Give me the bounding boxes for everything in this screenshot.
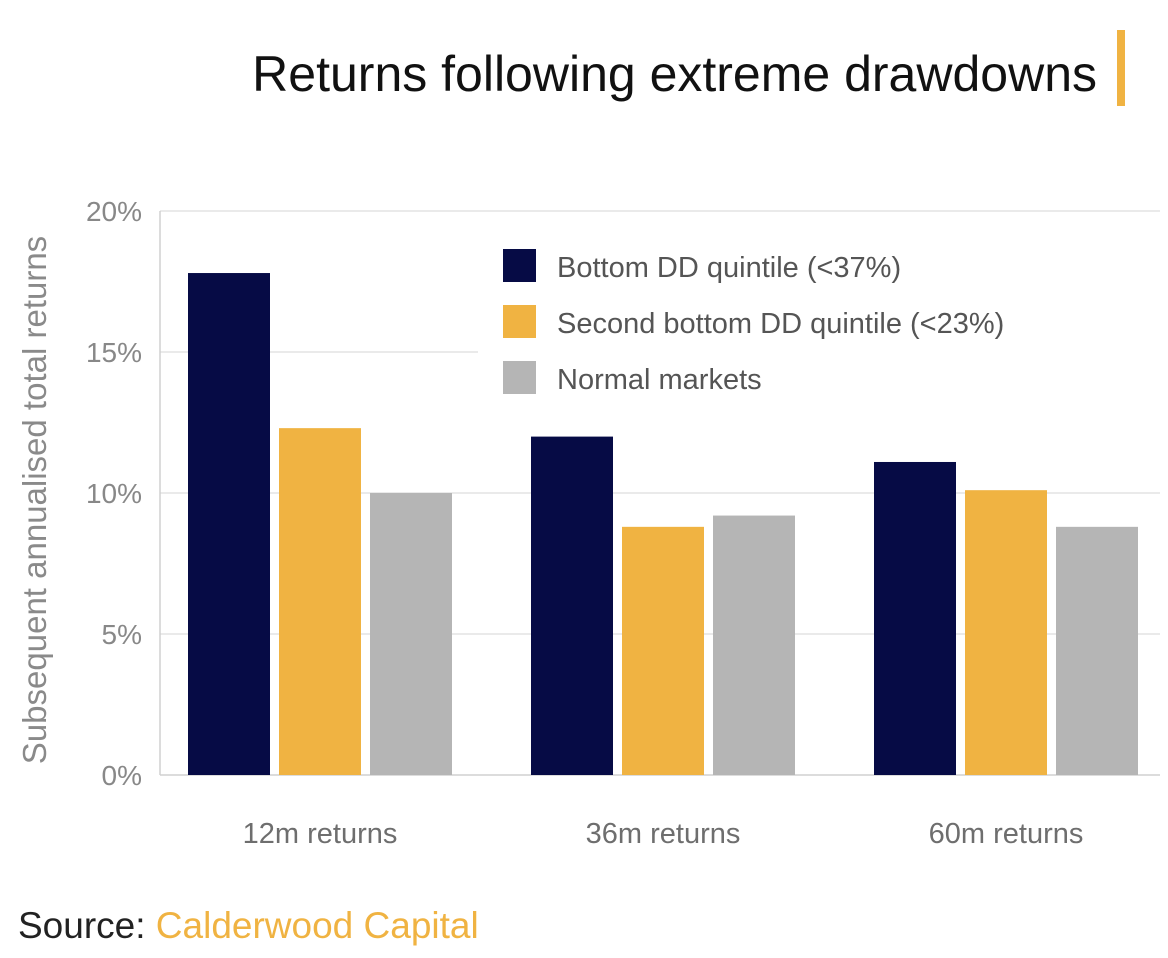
y-tick-label: 15%	[86, 337, 142, 368]
bar-normal-3	[1056, 526, 1138, 775]
source-name: Calderwood Capital	[156, 905, 479, 946]
y-tick-labels: 0% 5% 10% 15% 20%	[86, 196, 142, 791]
chart-title: Returns following extreme drawdowns	[252, 46, 1097, 102]
legend-label: Second bottom DD quintile (<23%)	[557, 308, 1004, 340]
legend-swatch	[503, 249, 536, 282]
y-tick-label: 5%	[102, 619, 142, 650]
legend-label: Bottom DD quintile (<37%)	[557, 252, 901, 284]
bar-normal-2	[713, 515, 795, 775]
bar-second-bottom-dd-2	[622, 526, 704, 775]
bar-second-bottom-dd-1	[279, 428, 361, 775]
bar-bottom-dd-1	[188, 273, 270, 775]
bar-bottom-dd-3	[874, 461, 956, 775]
x-category-label: 36m returns	[586, 818, 741, 850]
source-prefix: Source:	[18, 905, 156, 946]
legend-swatch	[503, 361, 536, 394]
legend-swatch	[503, 305, 536, 338]
y-tick-label: 10%	[86, 478, 142, 509]
x-category-label: 60m returns	[929, 818, 1084, 850]
bar-bottom-dd-2	[531, 436, 613, 775]
source-note: Source: Calderwood Capital	[18, 905, 479, 946]
y-axis-label: Subsequent annualised total returns	[16, 236, 53, 764]
y-tick-label: 20%	[86, 196, 142, 227]
bar-normal-1	[370, 493, 452, 775]
bar-second-bottom-dd-3	[965, 490, 1047, 775]
bars	[188, 273, 1138, 775]
y-tick-label: 0%	[102, 760, 142, 791]
x-category-labels: 12m returns 36m returns 60m returns	[243, 818, 1084, 850]
legend-background	[478, 232, 1168, 412]
legend-label: Normal markets	[557, 364, 762, 396]
x-category-label: 12m returns	[243, 818, 398, 850]
title-accent-bar	[1117, 30, 1125, 106]
legend: Bottom DD quintile (<37%) Second bottom D…	[503, 249, 1004, 396]
